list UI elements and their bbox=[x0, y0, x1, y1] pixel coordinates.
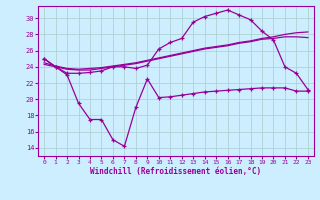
X-axis label: Windchill (Refroidissement éolien,°C): Windchill (Refroidissement éolien,°C) bbox=[91, 167, 261, 176]
